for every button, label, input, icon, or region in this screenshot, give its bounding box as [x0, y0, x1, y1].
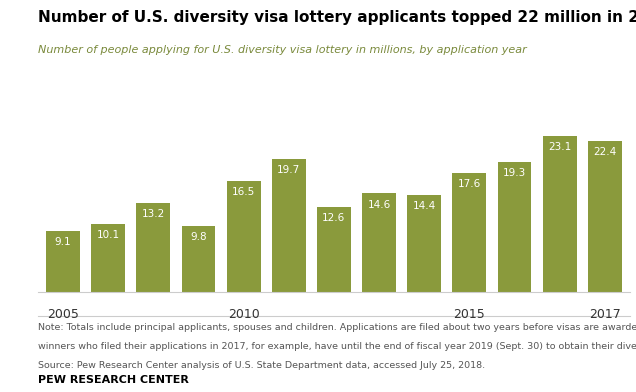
Text: Source: Pew Research Center analysis of U.S. State Department data, accessed Jul: Source: Pew Research Center analysis of … [38, 361, 485, 370]
Bar [181, 226, 216, 292]
Text: 14.4: 14.4 [413, 201, 436, 211]
Bar [362, 194, 396, 292]
Text: Number of U.S. diversity visa lottery applicants topped 22 million in 2017: Number of U.S. diversity visa lottery ap… [38, 10, 636, 25]
Text: 19.3: 19.3 [503, 168, 526, 178]
Text: 2010: 2010 [228, 308, 259, 321]
Text: 2017: 2017 [589, 308, 621, 321]
Text: 14.6: 14.6 [368, 200, 391, 210]
Bar [46, 230, 80, 292]
Bar [272, 159, 306, 292]
Text: PEW RESEARCH CENTER: PEW RESEARCH CENTER [38, 375, 189, 385]
Text: 19.7: 19.7 [277, 165, 300, 175]
Text: 12.6: 12.6 [322, 213, 345, 223]
Bar [452, 173, 487, 292]
Text: Note: Totals include principal applicants, spouses and children. Applications ar: Note: Totals include principal applicant… [38, 323, 636, 332]
Bar [407, 195, 441, 292]
Bar [226, 181, 261, 292]
Text: 10.1: 10.1 [97, 230, 120, 240]
Bar [588, 141, 622, 292]
Text: 2015: 2015 [453, 308, 485, 321]
Text: 13.2: 13.2 [142, 209, 165, 219]
Text: 2005: 2005 [47, 308, 79, 321]
Bar [317, 207, 351, 292]
Bar [136, 203, 170, 292]
Text: 16.5: 16.5 [232, 187, 255, 197]
Text: 9.1: 9.1 [55, 237, 71, 247]
Text: Number of people applying for U.S. diversity visa lottery in millions, by applic: Number of people applying for U.S. diver… [38, 45, 527, 55]
Bar [91, 224, 125, 292]
Bar [543, 136, 577, 292]
Text: 17.6: 17.6 [458, 179, 481, 189]
Text: 22.4: 22.4 [593, 147, 616, 157]
Text: winners who filed their applications in 2017, for example, have until the end of: winners who filed their applications in … [38, 342, 636, 351]
Text: 23.1: 23.1 [548, 142, 571, 152]
Bar [497, 162, 532, 292]
Text: 9.8: 9.8 [190, 232, 207, 242]
